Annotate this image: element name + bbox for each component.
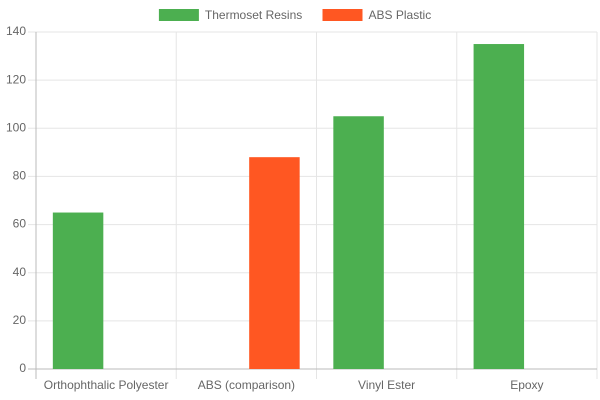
x-tick-label: Epoxy — [510, 378, 543, 392]
y-tick-label: 20 — [13, 313, 27, 327]
legend-label: ABS Plastic — [369, 8, 432, 22]
y-tick-label: 40 — [13, 265, 27, 279]
bar — [249, 157, 300, 369]
legend-swatch — [158, 9, 199, 21]
bar — [52, 212, 104, 369]
y-tick-label: 80 — [13, 169, 27, 183]
y-tick-label: 140 — [6, 24, 26, 38]
x-tick-label: Orthophthalic Polyester — [44, 378, 169, 392]
bar — [333, 116, 384, 369]
y-tick-label: 60 — [13, 217, 27, 231]
bar — [473, 44, 525, 370]
x-tick-label: Vinyl Ester — [358, 378, 415, 392]
legend-label: Thermoset Resins — [205, 8, 302, 22]
x-tick-label: ABS (comparison) — [198, 378, 295, 392]
y-tick-label: 0 — [19, 361, 26, 375]
y-tick-label: 100 — [6, 120, 26, 134]
y-tick-label: 120 — [6, 72, 26, 86]
legend-swatch — [322, 9, 363, 21]
